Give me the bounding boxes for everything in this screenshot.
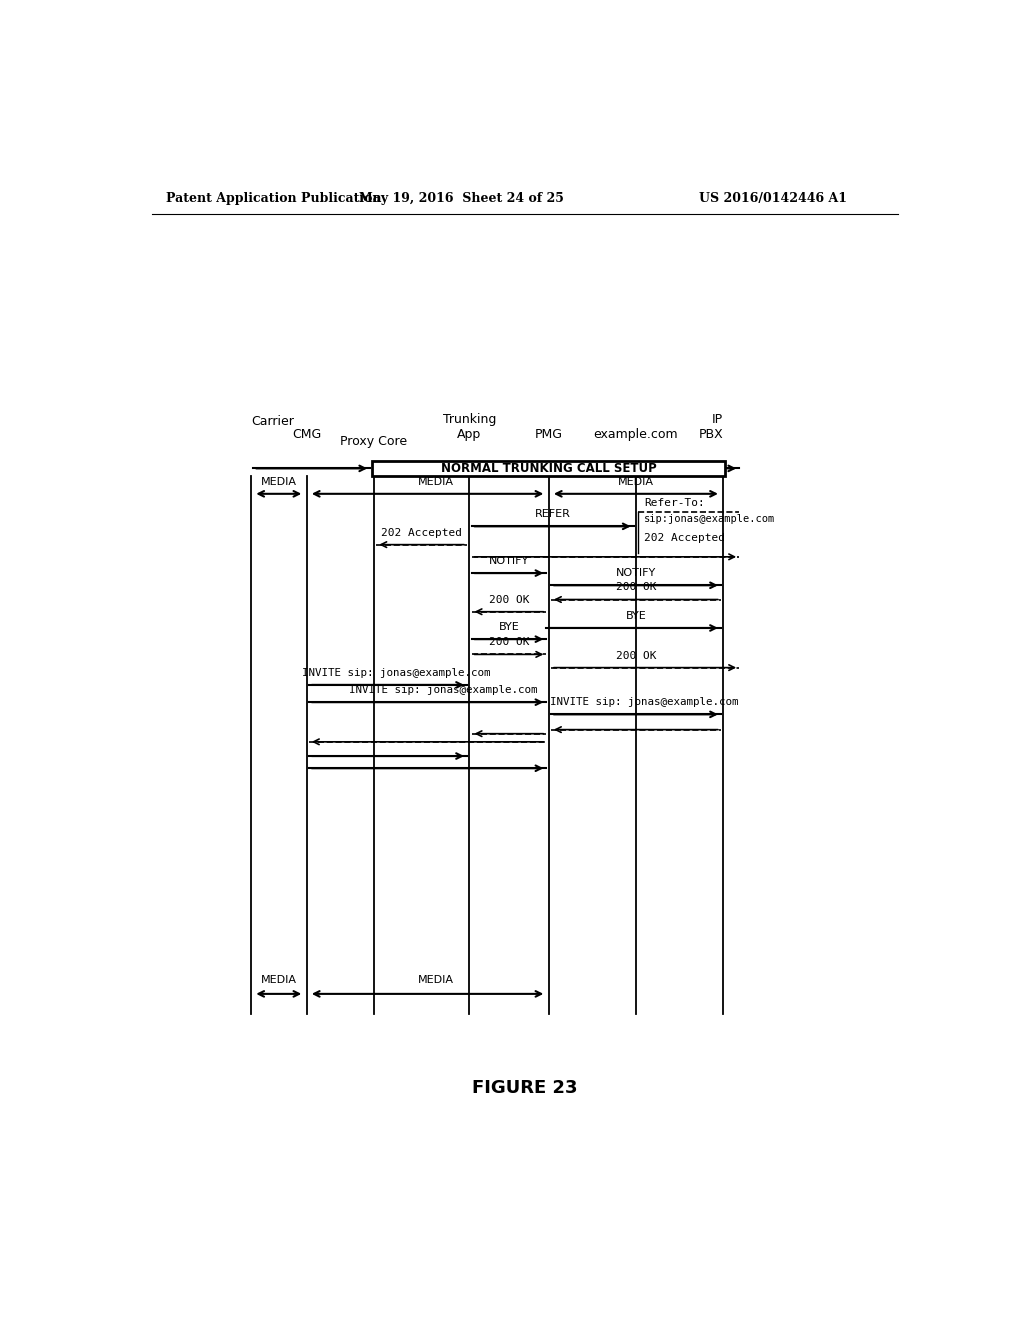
Text: Carrier: Carrier [251, 414, 294, 428]
Text: May 19, 2016  Sheet 24 of 25: May 19, 2016 Sheet 24 of 25 [358, 191, 564, 205]
Text: 202 Accepted: 202 Accepted [381, 528, 462, 537]
Text: MEDIA: MEDIA [418, 974, 454, 985]
Text: PMG: PMG [535, 428, 562, 441]
Text: US 2016/0142446 A1: US 2016/0142446 A1 [699, 191, 848, 205]
Text: FIGURE 23: FIGURE 23 [472, 1080, 578, 1097]
Text: NOTIFY: NOTIFY [615, 568, 656, 578]
Text: REFER: REFER [535, 510, 570, 519]
Text: BYE: BYE [626, 611, 646, 620]
Text: INVITE sip: jonas@example.com: INVITE sip: jonas@example.com [349, 685, 538, 696]
Text: 200 OK: 200 OK [615, 651, 656, 660]
Text: Patent Application Publication: Patent Application Publication [166, 191, 382, 205]
Text: MEDIA: MEDIA [617, 477, 654, 487]
Text: IP
PBX: IP PBX [698, 413, 723, 441]
Text: Proxy Core: Proxy Core [340, 436, 408, 447]
Text: MEDIA: MEDIA [261, 974, 297, 985]
Text: 200 OK: 200 OK [488, 638, 529, 647]
Text: sip:jonas@example.com: sip:jonas@example.com [644, 515, 775, 524]
Text: 200 OK: 200 OK [488, 594, 529, 605]
Text: NORMAL TRUNKING CALL SETUP: NORMAL TRUNKING CALL SETUP [440, 462, 656, 475]
Text: NOTIFY: NOTIFY [488, 556, 529, 566]
Text: 200 OK: 200 OK [615, 582, 656, 593]
Text: BYE: BYE [499, 622, 519, 632]
Text: INVITE sip: jonas@example.com: INVITE sip: jonas@example.com [302, 668, 490, 677]
Text: INVITE sip: jonas@example.com: INVITE sip: jonas@example.com [550, 697, 738, 708]
Bar [373, 461, 725, 475]
Text: Trunking
App: Trunking App [442, 413, 496, 441]
Text: 202 Accepted: 202 Accepted [644, 532, 725, 543]
Text: example.com: example.com [594, 428, 678, 441]
Text: CMG: CMG [292, 428, 322, 441]
Text: Refer-To:: Refer-To: [644, 498, 705, 508]
Text: MEDIA: MEDIA [418, 477, 454, 487]
Text: MEDIA: MEDIA [261, 477, 297, 487]
